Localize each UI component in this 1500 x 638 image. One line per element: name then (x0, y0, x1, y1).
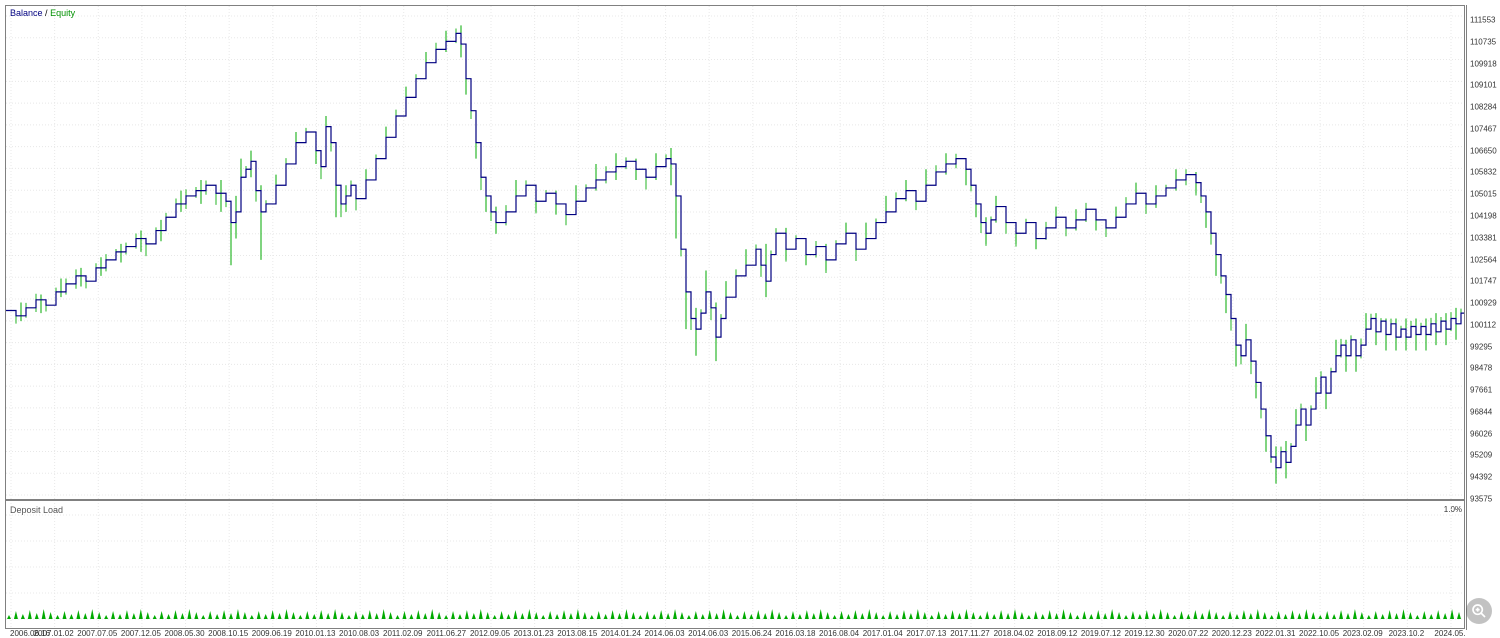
x-tick: 2015.06.24 (732, 629, 772, 638)
main-chart[interactable]: Balance / Equity (6, 6, 1464, 501)
y-tick: 104198 (1470, 211, 1497, 220)
x-tick: 2024.05. (1434, 629, 1465, 638)
x-tick: 2018.04.02 (994, 629, 1034, 638)
y-tick: 103381 (1470, 233, 1497, 242)
main-chart-svg (6, 6, 1464, 501)
x-tick: 2010.01.13 (295, 629, 335, 638)
x-tick: 2018.09.12 (1037, 629, 1077, 638)
x-tick: 2008.10.15 (208, 629, 248, 638)
y-tick: 102564 (1470, 255, 1497, 264)
x-tick: 2012.09.05 (470, 629, 510, 638)
x-tick: 2008.05.30 (165, 629, 205, 638)
chart-legend: Balance / Equity (10, 8, 75, 18)
legend-equity: Equity (50, 8, 75, 18)
y-tick: 110735 (1470, 37, 1496, 46)
x-tick: 2014.01.24 (601, 629, 641, 638)
x-tick: 2016.08.04 (819, 629, 859, 638)
y-tick: 97661 (1470, 386, 1492, 395)
legend-balance: Balance (10, 8, 43, 18)
x-tick: 2011.02.09 (383, 629, 422, 638)
zoom-in-icon[interactable] (1466, 598, 1492, 624)
y-tick: 98478 (1470, 364, 1492, 373)
y-tick: 94392 (1470, 473, 1492, 482)
x-tick: 2017.07.13 (906, 629, 946, 638)
x-tick: 2010.08.03 (339, 629, 379, 638)
x-tick: 2007.01.02 (34, 629, 74, 638)
x-tick: 2017.01.04 (863, 629, 903, 638)
deposit-load-svg (6, 503, 1464, 631)
x-tick: 2020.07.22 (1168, 629, 1208, 638)
y-tick: 106650 (1470, 146, 1497, 155)
legend-separator: / (45, 8, 48, 18)
x-axis: 2006.06.162007.01.022007.07.052007.12.05… (5, 628, 1465, 638)
y-tick: 111553 (1470, 16, 1496, 25)
x-tick: 2016.03.18 (775, 629, 815, 638)
deposit-load-chart[interactable]: Deposit Load 1.0% (6, 503, 1464, 631)
x-tick: 2023.10.2 (1389, 629, 1425, 638)
y-tick: 109918 (1470, 59, 1497, 68)
y-tick: 105015 (1470, 190, 1497, 199)
x-tick: 2013.08.15 (557, 629, 597, 638)
x-tick: 2014.06.03 (688, 629, 728, 638)
x-tick: 2019.07.12 (1081, 629, 1121, 638)
x-tick: 2007.07.05 (77, 629, 117, 638)
y-tick: 96844 (1470, 407, 1492, 416)
x-tick: 2019.12.30 (1125, 629, 1165, 638)
x-tick: 2009.06.19 (252, 629, 292, 638)
y-tick: 107467 (1470, 124, 1497, 133)
y-tick: 100112 (1470, 320, 1496, 329)
y-axis: 111553 110735 109918 109101 108284 107467 1066… (1466, 5, 1500, 630)
x-tick: 2020.12.23 (1212, 629, 1252, 638)
x-tick: 2023.02.09 (1343, 629, 1383, 638)
x-tick: 2022.10.05 (1299, 629, 1339, 638)
deposit-load-label: Deposit Load (10, 505, 63, 515)
y-tick: 100929 (1470, 299, 1497, 308)
x-tick: 2013.01.23 (514, 629, 554, 638)
y-tick: 93575 (1470, 495, 1492, 504)
y-tick: 109101 (1470, 81, 1497, 90)
x-tick: 2017.11.27 (950, 629, 989, 638)
y-tick: 108284 (1470, 103, 1497, 112)
chart-container: Balance / Equity Deposit Load 1.0% (5, 5, 1465, 630)
x-tick: 2014.06.03 (645, 629, 685, 638)
x-tick: 2011.06.27 (427, 629, 466, 638)
y-tick: 99295 (1470, 342, 1492, 351)
y-tick: 96026 (1470, 429, 1492, 438)
y-tick: 105832 (1470, 168, 1497, 177)
y-tick: 95209 (1470, 451, 1492, 460)
x-tick: 2022.01.31 (1255, 629, 1295, 638)
x-tick: 2007.12.05 (121, 629, 161, 638)
y-tick: 101747 (1470, 277, 1497, 286)
